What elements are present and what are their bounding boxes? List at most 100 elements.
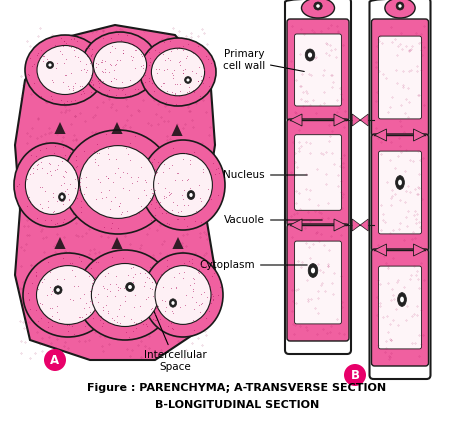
Point: [142, 51, 150, 58]
Point: [59, 173, 67, 180]
Point: [113, 319, 121, 326]
Point: [91, 156, 99, 162]
Point: [44, 57, 52, 64]
Point: [87, 79, 95, 85]
Point: [104, 174, 112, 181]
Point: [47, 291, 55, 298]
Point: [71, 79, 79, 86]
Point: [90, 148, 98, 155]
Point: [130, 304, 138, 310]
Point: [156, 315, 164, 322]
Point: [92, 196, 100, 203]
Ellipse shape: [93, 42, 146, 88]
Point: [100, 285, 108, 291]
Point: [98, 59, 105, 66]
Point: [84, 315, 92, 321]
Point: [160, 193, 167, 200]
Point: [174, 215, 182, 222]
Point: [199, 168, 206, 175]
Point: [163, 66, 170, 72]
Point: [176, 58, 184, 65]
Point: [45, 324, 52, 330]
Point: [153, 317, 160, 324]
Point: [92, 64, 100, 71]
Point: [61, 37, 68, 44]
Point: [49, 77, 56, 83]
Point: [91, 294, 99, 301]
Point: [46, 168, 54, 175]
Point: [99, 78, 107, 85]
Point: [68, 259, 76, 266]
Text: Figure : PARENCHYMA; A-TRANSVERSE SECTION: Figure : PARENCHYMA; A-TRANSVERSE SECTIO…: [87, 383, 387, 393]
Point: [114, 313, 121, 319]
Point: [185, 83, 193, 90]
Point: [198, 77, 205, 83]
Point: [78, 313, 86, 320]
Point: [161, 298, 168, 305]
Ellipse shape: [80, 146, 156, 218]
Point: [32, 269, 40, 276]
Point: [94, 259, 102, 266]
Point: [124, 170, 131, 176]
Point: [165, 189, 173, 195]
Point: [26, 55, 34, 62]
Point: [26, 171, 34, 178]
Point: [141, 68, 149, 74]
Point: [152, 47, 159, 54]
Point: [61, 168, 69, 174]
Point: [109, 220, 116, 226]
Point: [63, 72, 70, 79]
Point: [69, 297, 77, 304]
Point: [107, 62, 115, 69]
Point: [118, 87, 126, 94]
Point: [129, 41, 137, 47]
Point: [176, 304, 184, 310]
Point: [175, 43, 182, 50]
Point: [146, 59, 154, 66]
Point: [73, 164, 80, 170]
Point: [59, 43, 66, 50]
Point: [88, 299, 96, 306]
Point: [33, 166, 41, 173]
Point: [147, 273, 155, 280]
Point: [116, 200, 124, 207]
Point: [96, 178, 103, 185]
Point: [107, 198, 115, 205]
Point: [145, 78, 153, 85]
Ellipse shape: [400, 297, 404, 302]
Point: [40, 276, 48, 283]
Point: [89, 80, 97, 87]
Point: [178, 191, 185, 198]
Point: [184, 176, 192, 183]
Point: [33, 215, 40, 222]
Point: [176, 88, 183, 94]
Point: [76, 179, 83, 186]
Ellipse shape: [308, 52, 312, 58]
Point: [38, 279, 46, 286]
Point: [91, 159, 98, 166]
Ellipse shape: [36, 266, 100, 324]
Point: [176, 61, 183, 68]
Point: [201, 66, 208, 73]
Point: [166, 190, 174, 197]
Point: [115, 286, 122, 293]
Point: [117, 211, 125, 217]
Point: [83, 44, 91, 50]
Point: [14, 183, 21, 190]
Point: [172, 285, 180, 291]
Point: [162, 99, 169, 105]
Point: [129, 279, 137, 286]
Point: [116, 320, 124, 327]
Point: [64, 83, 72, 90]
Ellipse shape: [172, 301, 174, 305]
Point: [99, 319, 107, 326]
Point: [57, 97, 64, 104]
Point: [71, 36, 78, 43]
Point: [99, 304, 106, 310]
Point: [51, 207, 58, 214]
Point: [167, 320, 175, 327]
Point: [168, 207, 175, 214]
Point: [103, 286, 110, 292]
Point: [36, 201, 44, 208]
Point: [127, 91, 134, 98]
